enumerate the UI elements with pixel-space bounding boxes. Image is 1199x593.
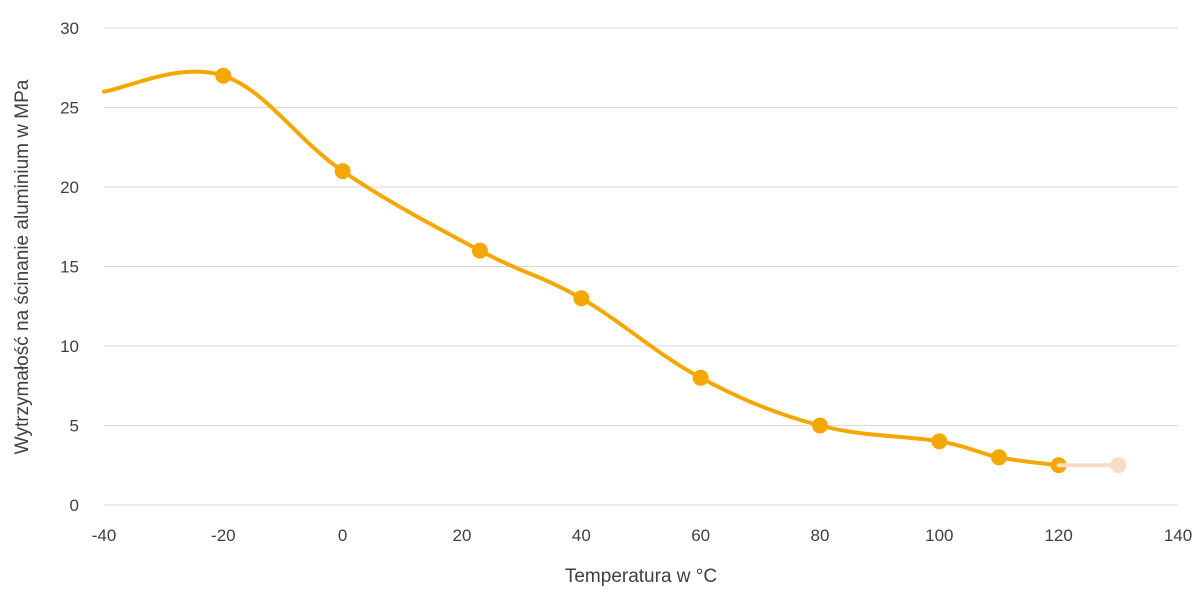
x-tick-label: -20 xyxy=(211,526,236,545)
series-line-0 xyxy=(102,69,1061,468)
y-tick-label: 15 xyxy=(60,258,79,277)
data-series xyxy=(102,67,1127,474)
x-tick-label: -40 xyxy=(92,526,117,545)
x-tick-label: 60 xyxy=(691,526,710,545)
y-tick-label: 0 xyxy=(70,496,79,515)
data-point xyxy=(215,67,232,84)
y-tick-label: 20 xyxy=(60,178,79,197)
data-point xyxy=(573,290,590,307)
y-tick-label: 5 xyxy=(70,417,79,436)
y-tick-label: 10 xyxy=(60,337,79,356)
y-tick-label: 25 xyxy=(60,99,79,118)
x-tick-label: 40 xyxy=(572,526,591,545)
x-tick-label: 80 xyxy=(811,526,830,545)
x-tick-label: 100 xyxy=(925,526,953,545)
x-tick-label: 20 xyxy=(453,526,472,545)
y-axis-tick-labels: 0 5 10 15 20 25 30 xyxy=(60,19,79,515)
data-point xyxy=(991,449,1007,466)
x-axis-title: Temperatura w °C xyxy=(565,566,717,587)
y-axis-title: Wytrzymałość na ścinanie aluminium w MPa xyxy=(12,79,33,454)
data-point xyxy=(931,433,948,450)
x-axis-tick-labels: -40 -20 0 20 40 60 80 100 120 140 xyxy=(92,526,1192,545)
x-tick-label: 120 xyxy=(1044,526,1072,545)
data-point xyxy=(471,242,488,259)
data-point xyxy=(812,417,828,434)
x-tick-label: 0 xyxy=(338,526,347,545)
gridlines xyxy=(104,27,1178,506)
x-tick-label: 140 xyxy=(1164,526,1192,545)
data-point xyxy=(1110,457,1127,474)
data-point xyxy=(334,163,351,180)
y-tick-label: 30 xyxy=(60,19,79,38)
data-point xyxy=(692,369,709,386)
